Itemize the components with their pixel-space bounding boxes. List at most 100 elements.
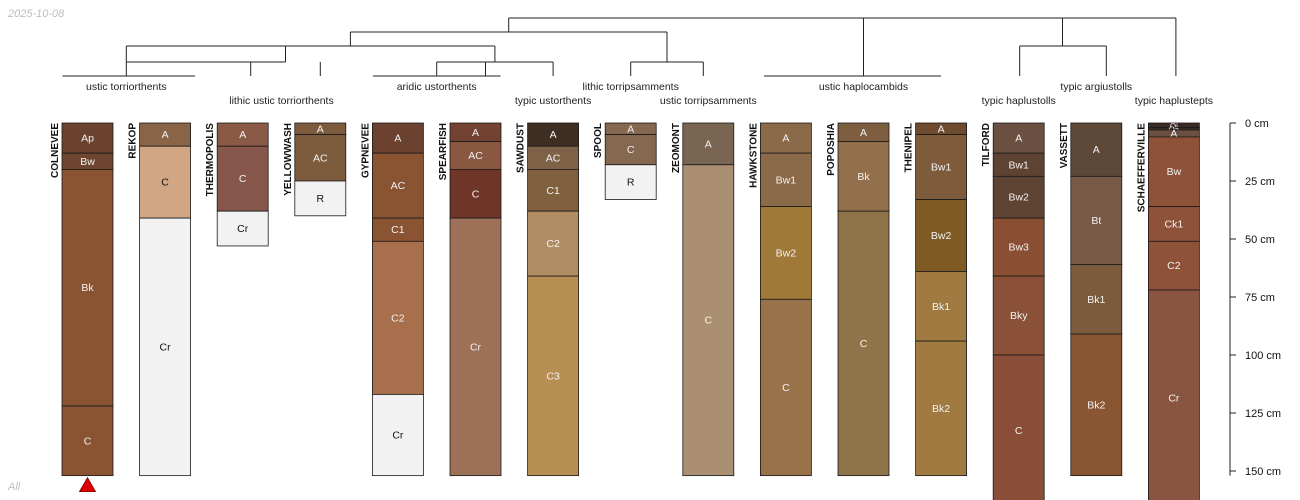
profile-hawkstone: A Bw1 Bw2 C HAWKSTONE [748, 122, 812, 477]
horizon-label: Bw1 [1008, 159, 1029, 171]
horizon-schaefferville-cr [1148, 289, 1200, 500]
profile-tilford: A Bw1 Bw2 Bw3 Bky C TILFORD [981, 122, 1045, 500]
horizon-label: A [317, 123, 324, 135]
horizon-tilford-bky [992, 275, 1045, 356]
horizon-label: A [1170, 128, 1177, 140]
profile-name-spool: SPOOL [593, 123, 604, 158]
horizon-rekop-cr [139, 217, 192, 477]
horizon-label: A [472, 127, 479, 139]
horizon-sawdust-c3 [527, 275, 579, 477]
horizon-hawkstone-bw2 [760, 206, 812, 300]
depth-tick-label: 100 cm [1245, 350, 1281, 362]
horizon-label: C2 [546, 238, 560, 250]
horizon-label: C [161, 177, 169, 189]
taxonomy-label-lithic-torripsamments: lithic torripsamments [583, 81, 679, 93]
horizon-sawdust-c1 [527, 168, 579, 212]
profile-zeomont: A C ZEOMONT [671, 122, 735, 477]
taxonomy-label-typic-haplustepts: typic haplustepts [1135, 95, 1213, 107]
profile-spearfish: A AC C Cr SPEARFISH [438, 122, 502, 477]
date-label: 2025-10-08 [8, 8, 65, 20]
depth-tick-label: 25 cm [1245, 176, 1275, 188]
horizon-spool-r [604, 164, 657, 200]
profile-name-gypnevee: GYPNEVEE [360, 123, 371, 178]
horizon-label: C2 [1167, 260, 1181, 272]
horizon-label: A [239, 129, 246, 141]
taxonomy-label-ustic-torripsamments: ustic torripsamments [660, 95, 757, 107]
horizon-label: C [1015, 425, 1023, 437]
horizon-label: A [782, 133, 789, 145]
horizon-label: Ck1 [1165, 218, 1184, 230]
horizon-label: C [705, 315, 713, 327]
depth-tick-label: 75 cm [1245, 292, 1275, 304]
horizon-label: Cr [392, 430, 404, 442]
profile-rekop: A C Cr REKOP [128, 122, 192, 477]
profile-thermopolis: A C Cr THERMOPOLIS [205, 122, 269, 247]
taxonomy-label-ustic-haplocambids: ustic haplocambids [819, 81, 908, 93]
horizon-label: A [627, 123, 634, 135]
horizon-label: Bk2 [1087, 399, 1105, 411]
horizon-hawkstone-bw1 [760, 152, 812, 207]
horizon-label: AC [468, 150, 483, 162]
horizon-poposhia-c [837, 210, 890, 477]
horizon-label: Bk1 [932, 301, 950, 313]
horizon-schaefferville-bw [1148, 136, 1200, 207]
horizon-colnevee-c [61, 405, 114, 477]
profile-colnevee: Ap Bw Bk C COLNEVEE [50, 122, 114, 477]
horizon-label: C1 [391, 224, 405, 236]
horizon-zeomont-a [682, 122, 735, 166]
taxonomy-label-lithic-ustic-torriorthents: lithic ustic torriorthents [229, 95, 333, 107]
profile-sawdust: A AC C1 C2 C3 SAWDUST [516, 122, 579, 477]
horizon-label: Bw3 [1008, 242, 1029, 254]
horizon-label: Oi [1170, 122, 1178, 131]
profile-poposhia: A Bk C POPOSHIA [826, 122, 890, 477]
horizon-label: C2 [391, 312, 405, 324]
horizon-label: Bw1 [931, 162, 952, 174]
profile-schaefferville: OiOaABwCk1C2CrSCHAEFFERVILLE [1136, 122, 1200, 500]
horizon-rekop-c [139, 145, 192, 219]
depth-tick-label: 125 cm [1245, 408, 1281, 420]
horizon-schaefferville-ck1 [1148, 206, 1200, 242]
horizon-label: Bw [1167, 166, 1182, 178]
horizon-label: C1 [546, 185, 560, 197]
horizon-thenipel-bw2 [915, 199, 967, 272]
depth-tick-label: 150 cm [1245, 466, 1281, 478]
horizon-label: Bk [857, 171, 870, 183]
profile-name-thenipel: THENIPEL [904, 123, 915, 172]
horizon-label: C [472, 188, 480, 200]
horizon-label: A [550, 129, 557, 141]
horizon-gypnevee-c2 [371, 240, 424, 395]
horizon-tilford-c [992, 354, 1045, 500]
profile-name-schaefferville: SCHAEFFERVILLE [1136, 123, 1147, 213]
profile-name-yellowwash: YELLOWWASH [283, 123, 294, 196]
profile-name-hawkstone: HAWKSTONE [748, 123, 759, 188]
selected-profile-marker [78, 476, 97, 493]
horizon-label: A [1093, 144, 1100, 156]
footer-label: All [8, 481, 21, 493]
horizon-label: Bw2 [776, 247, 797, 259]
horizon-label: C [239, 173, 247, 185]
horizon-thermopolis-cr [216, 210, 269, 247]
horizon-label: A [938, 123, 945, 135]
horizon-label: Bk [81, 282, 94, 294]
profile-name-poposhia: POPOSHIA [826, 123, 837, 176]
horizon-spool-c [604, 134, 657, 166]
horizon-schaefferville-c2 [1148, 240, 1200, 291]
horizon-yellowwash-ac [294, 134, 347, 182]
horizon-label: Cr [237, 223, 249, 235]
horizon-label: Bw2 [1008, 192, 1029, 204]
horizon-label: Bk1 [1087, 294, 1105, 306]
horizon-vassett-bt [1070, 175, 1123, 265]
taxonomy-label-typic-haplustolls: typic haplustolls [982, 95, 1056, 107]
horizon-label: C [627, 144, 635, 156]
horizon-label: Bk2 [932, 403, 950, 415]
horizon-thenipel-bk2 [915, 340, 967, 477]
horizon-vassett-a [1070, 122, 1123, 177]
taxonomy-label-typic-argiustolls: typic argiustolls [1060, 81, 1132, 93]
horizon-label: Cr [470, 341, 482, 353]
horizon-label: A [860, 127, 867, 139]
taxonomy-label-ustic-torriorthents: ustic torriorthents [86, 81, 167, 93]
depth-axis: 0 cm 25 cm 50 cm 75 cm 100 cm 125 cm 150 cm [1229, 118, 1281, 478]
profile-name-spearfish: SPEARFISH [438, 123, 449, 180]
horizon-zeomont-c [682, 164, 735, 477]
